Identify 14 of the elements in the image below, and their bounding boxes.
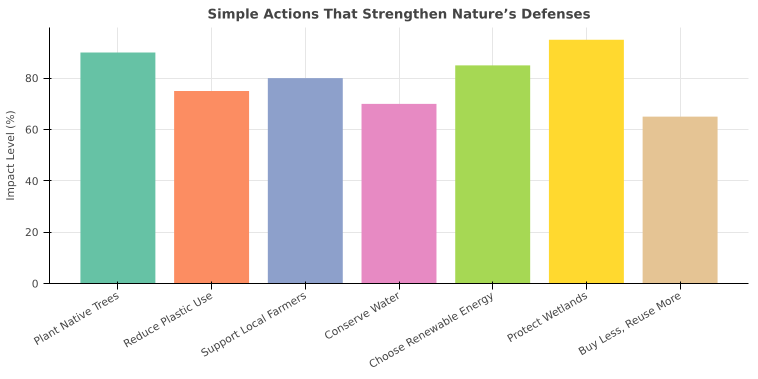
bar (268, 78, 343, 284)
bar (174, 91, 250, 284)
y-tick-label: 60 (24, 124, 39, 137)
y-tick-label: 0 (32, 278, 39, 290)
y-tick-label: 40 (24, 174, 39, 188)
bar (548, 40, 624, 284)
bar (642, 116, 718, 284)
bar (80, 52, 156, 284)
bar (455, 65, 530, 284)
y-tick-label: 80 (24, 72, 39, 86)
bar (362, 104, 436, 284)
chart-title: Simple Actions That Strengthen Nature’s Defenses (207, 8, 591, 22)
y-axis-title: Impact Level (%) (4, 110, 17, 201)
y-tick-label: 20 (24, 226, 39, 240)
